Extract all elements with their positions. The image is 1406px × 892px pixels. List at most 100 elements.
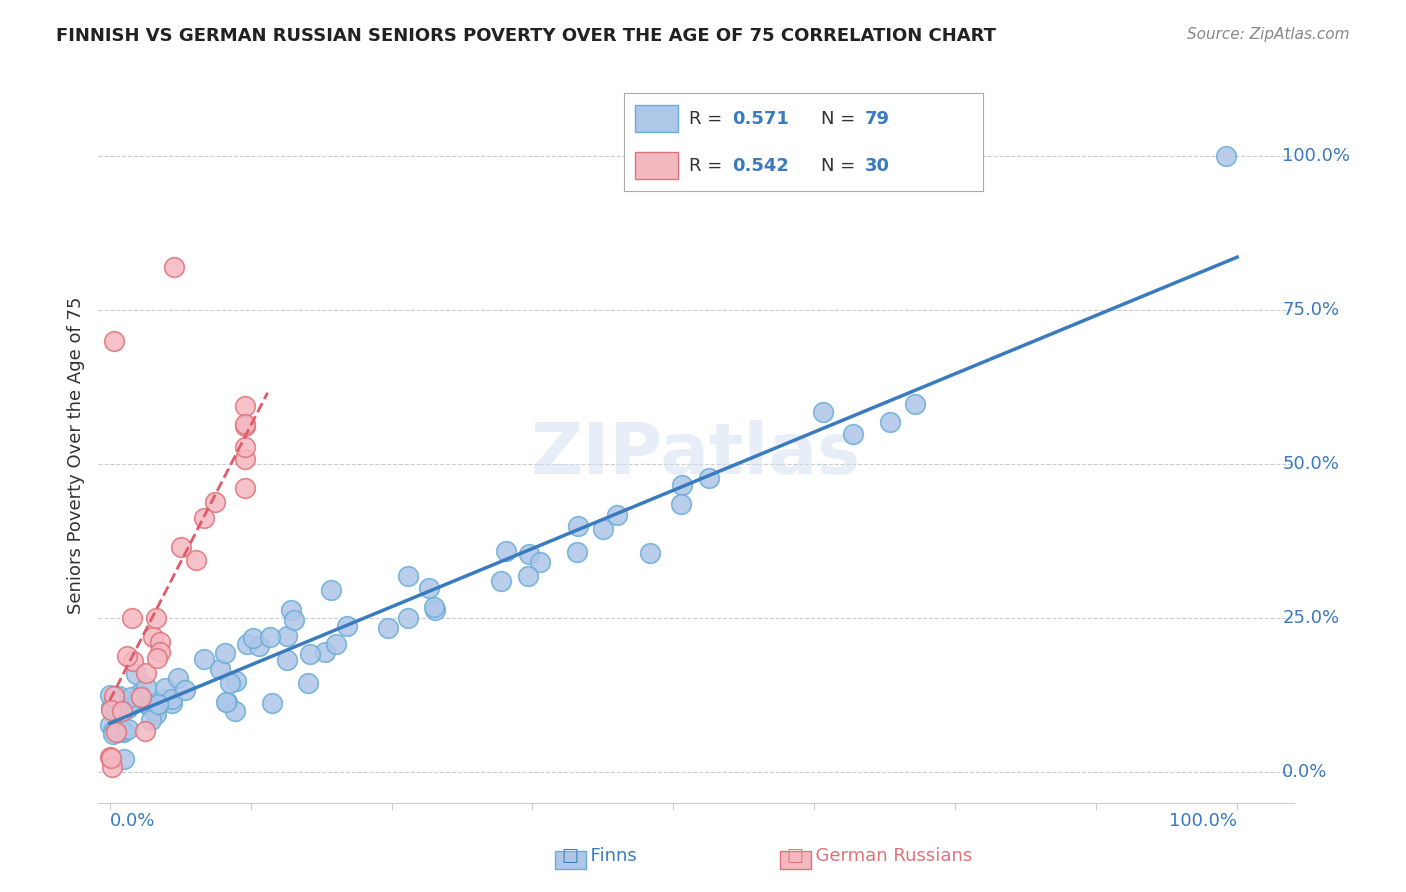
Point	[236, 637, 259, 651]
Text: □  German Russians: □ German Russians	[787, 847, 973, 865]
Point	[377, 621, 399, 635]
Point	[104, 702, 127, 716]
Point	[121, 611, 143, 625]
Point	[396, 611, 419, 625]
Point	[100, 699, 122, 714]
Point	[112, 725, 135, 739]
Point	[425, 603, 447, 617]
Y-axis label: Seniors Poverty Over the Age of 75: Seniors Poverty Over the Age of 75	[66, 296, 84, 614]
Point	[396, 569, 419, 583]
Point	[103, 727, 125, 741]
Point	[107, 689, 129, 703]
Text: 0.0%: 0.0%	[110, 812, 155, 830]
Point	[112, 751, 135, 765]
Point	[124, 667, 146, 681]
Point	[214, 646, 236, 660]
Point	[209, 662, 232, 676]
Point	[314, 645, 336, 659]
Point	[879, 415, 901, 429]
Point	[259, 630, 281, 644]
Point	[148, 635, 170, 649]
Point	[233, 417, 256, 432]
Point	[233, 452, 256, 467]
Point	[811, 405, 834, 419]
Point	[319, 582, 342, 597]
Point	[280, 603, 302, 617]
Point	[516, 569, 538, 583]
Point	[204, 495, 226, 509]
Point	[567, 519, 589, 533]
Point	[276, 629, 298, 643]
Text: 75.0%: 75.0%	[1282, 301, 1340, 319]
Point	[242, 631, 264, 645]
Text: Source: ZipAtlas.com: Source: ZipAtlas.com	[1187, 27, 1350, 42]
Point	[565, 545, 588, 559]
Point	[423, 599, 446, 614]
Point	[145, 611, 167, 625]
Point	[529, 555, 551, 569]
Point	[153, 681, 176, 695]
Point	[519, 547, 541, 561]
Point	[129, 690, 152, 704]
Point	[167, 672, 190, 686]
Point	[98, 718, 121, 732]
Text: 25.0%: 25.0%	[1282, 609, 1340, 627]
Point	[495, 544, 517, 558]
Point	[276, 653, 298, 667]
Point	[100, 688, 122, 702]
Point	[115, 648, 138, 663]
Point	[118, 695, 141, 709]
Point	[160, 691, 183, 706]
Point	[186, 552, 208, 566]
Point	[107, 711, 129, 725]
Point	[145, 706, 167, 721]
Point	[247, 639, 270, 653]
Text: 100.0%: 100.0%	[1170, 812, 1237, 830]
Point	[233, 481, 256, 495]
Point	[103, 334, 125, 348]
Point	[120, 690, 142, 704]
Point	[170, 541, 193, 555]
Point	[491, 574, 513, 589]
Point	[100, 751, 122, 765]
Point	[233, 440, 256, 454]
Point	[325, 637, 347, 651]
Point	[152, 692, 174, 706]
Point	[592, 522, 614, 536]
Point	[697, 471, 720, 485]
Point	[103, 690, 125, 705]
Point	[283, 613, 305, 627]
Point	[638, 546, 661, 560]
Point	[135, 680, 157, 694]
Point	[418, 581, 440, 595]
Point	[224, 704, 246, 718]
Point	[233, 419, 256, 434]
Point	[111, 704, 134, 718]
Point	[671, 478, 693, 492]
Point	[904, 396, 927, 410]
Point	[117, 723, 139, 737]
Point	[174, 682, 197, 697]
Text: FINNISH VS GERMAN RUSSIAN SENIORS POVERTY OVER THE AGE OF 75 CORRELATION CHART: FINNISH VS GERMAN RUSSIAN SENIORS POVERT…	[56, 27, 997, 45]
Point	[100, 703, 122, 717]
Point	[260, 696, 283, 710]
Point	[143, 703, 166, 717]
Point	[218, 675, 240, 690]
Point	[842, 426, 865, 441]
Point	[103, 689, 125, 703]
Point	[135, 666, 157, 681]
Point	[112, 723, 135, 738]
Point	[122, 654, 145, 668]
Point	[142, 630, 165, 644]
Point	[214, 695, 236, 709]
Point	[138, 699, 160, 714]
Point	[145, 650, 167, 665]
Point	[606, 508, 628, 522]
Text: ZIPatlas: ZIPatlas	[531, 420, 860, 490]
Text: 50.0%: 50.0%	[1282, 455, 1339, 473]
Point	[297, 675, 319, 690]
Point	[139, 713, 162, 727]
Point	[105, 724, 128, 739]
Point	[335, 619, 357, 633]
Text: 100.0%: 100.0%	[1282, 147, 1350, 165]
